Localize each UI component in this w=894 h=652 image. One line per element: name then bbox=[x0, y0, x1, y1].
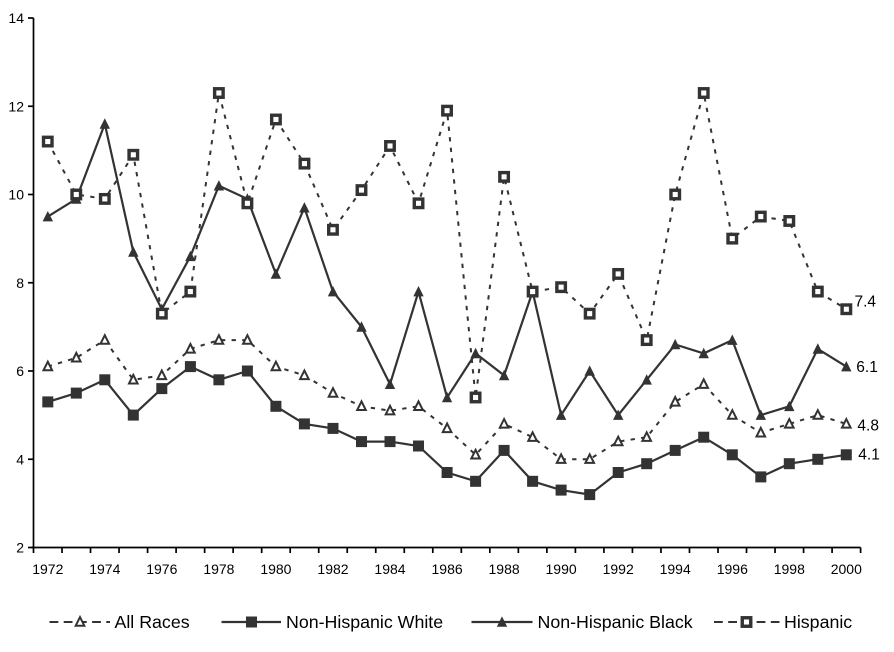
svg-text:14: 14 bbox=[8, 10, 24, 26]
svg-text:1974: 1974 bbox=[89, 561, 120, 577]
svg-text:2000: 2000 bbox=[831, 561, 862, 577]
svg-text:10: 10 bbox=[8, 187, 24, 203]
svg-text:8: 8 bbox=[16, 275, 24, 291]
svg-text:6.1: 6.1 bbox=[856, 359, 878, 376]
svg-text:4: 4 bbox=[16, 451, 24, 467]
svg-text:7.4: 7.4 bbox=[855, 293, 877, 310]
svg-text:All Races: All Races bbox=[115, 612, 190, 632]
svg-text:1978: 1978 bbox=[203, 561, 234, 577]
svg-text:Hispanic: Hispanic bbox=[784, 612, 852, 632]
svg-text:1986: 1986 bbox=[432, 561, 463, 577]
svg-text:Non-Hispanic White: Non-Hispanic White bbox=[286, 612, 443, 632]
svg-text:1980: 1980 bbox=[260, 561, 291, 577]
svg-text:12: 12 bbox=[8, 98, 24, 114]
svg-text:1998: 1998 bbox=[774, 561, 805, 577]
svg-text:2: 2 bbox=[16, 540, 24, 556]
svg-text:1988: 1988 bbox=[489, 561, 520, 577]
svg-text:1990: 1990 bbox=[546, 561, 577, 577]
svg-text:1982: 1982 bbox=[317, 561, 348, 577]
svg-text:1992: 1992 bbox=[603, 561, 634, 577]
svg-text:1996: 1996 bbox=[717, 561, 748, 577]
svg-text:1984: 1984 bbox=[374, 561, 405, 577]
svg-text:6: 6 bbox=[16, 363, 24, 379]
svg-text:1994: 1994 bbox=[660, 561, 691, 577]
svg-text:1976: 1976 bbox=[146, 561, 177, 577]
svg-text:1972: 1972 bbox=[32, 561, 63, 577]
svg-text:Non-Hispanic Black: Non-Hispanic Black bbox=[538, 612, 693, 632]
svg-text:4.1: 4.1 bbox=[858, 447, 880, 464]
svg-text:4.8: 4.8 bbox=[857, 417, 879, 434]
